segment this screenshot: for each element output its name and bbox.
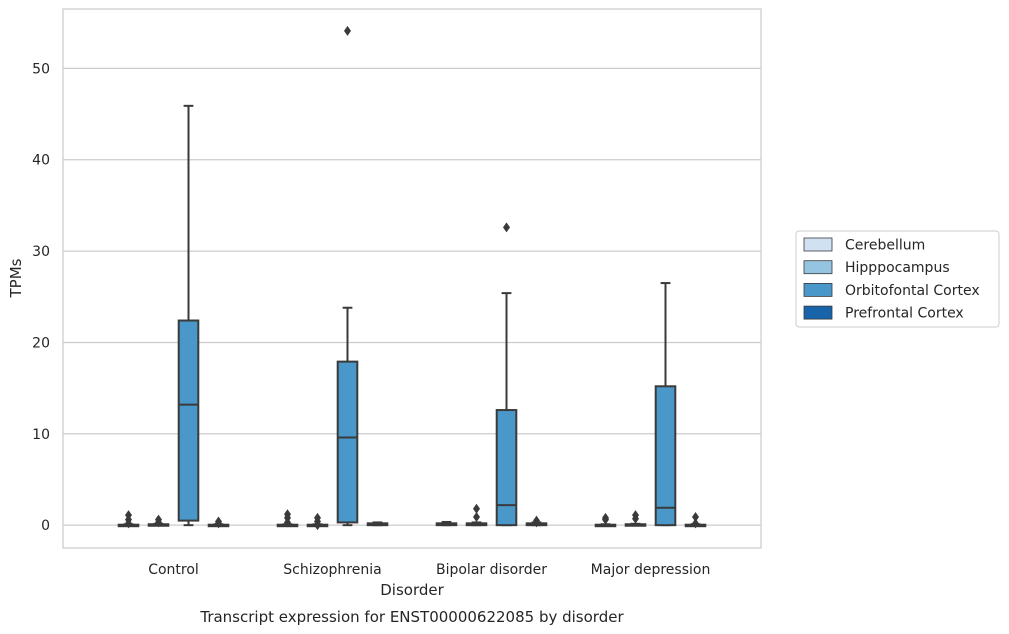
y-tick-label: 20 <box>32 335 50 351</box>
box <box>276 509 299 528</box>
legend-label: Orbitofontal Cortex <box>845 283 980 299</box>
box <box>654 282 677 527</box>
box <box>624 510 647 527</box>
y-tick-labels: 0 10 20 30 40 50 <box>32 61 50 534</box>
outlier-point <box>692 518 699 529</box>
box-body <box>177 319 200 522</box>
box <box>306 512 329 531</box>
series-hipppocampus <box>147 503 647 531</box>
outlier-point <box>314 512 321 523</box>
box-body <box>495 409 518 527</box>
outlier-point <box>692 511 699 522</box>
box <box>207 516 230 529</box>
box <box>435 520 458 527</box>
outlier-point <box>215 516 222 527</box>
box-body <box>654 385 677 527</box>
box <box>495 222 518 527</box>
x-tick-label: Schizophrenia <box>283 562 381 578</box>
y-tick-label: 30 <box>32 244 50 260</box>
legend-swatch <box>803 282 833 297</box>
legend-label: Hipppocampus <box>845 260 950 276</box>
legend-frame <box>795 230 1000 328</box>
outlier-point <box>533 515 540 526</box>
box <box>177 104 200 527</box>
y-tick-label: 0 <box>41 518 50 534</box>
legend-swatch <box>803 305 833 320</box>
outlier-point <box>473 503 480 514</box>
box <box>525 515 548 528</box>
outlier-point <box>602 512 609 523</box>
legend-swatch <box>803 237 833 252</box>
series-orbitofontal-cortex <box>177 25 677 527</box>
chart-caption: Transcript expression for ENST0000062208… <box>199 608 624 626</box>
x-tick-label: Bipolar disorder <box>436 562 547 578</box>
outlier-point <box>284 509 291 520</box>
x-tick-labels: Control Schizophrenia Bipolar disorder Majo… <box>148 562 710 578</box>
box <box>147 514 170 528</box>
x-axis-label: Disorder <box>380 581 444 599</box>
series-cerebellum <box>117 509 617 529</box>
outlier-point <box>632 510 639 521</box>
outlier-point <box>125 510 132 521</box>
outlier-point <box>473 511 480 522</box>
x-tick-label: Major depression <box>591 562 711 578</box>
y-axis-label: TPMs <box>7 258 25 298</box>
box-series <box>117 25 707 531</box>
legend-swatch <box>803 260 833 275</box>
box <box>465 503 488 527</box>
box <box>594 512 617 528</box>
outlier-point <box>503 222 510 233</box>
y-tick-label: 40 <box>32 153 50 169</box>
box <box>684 511 707 529</box>
legend-label: Cerebellum <box>845 238 925 254</box>
y-tick-label: 10 <box>32 427 50 443</box>
y-tick-label: 50 <box>32 61 50 77</box>
legend-label: Prefrontal Cortex <box>845 306 964 322</box>
outlier-point <box>344 25 351 36</box>
legend: Cerebellum Hipppocampus Orbitofontal Corte… <box>795 230 1000 328</box>
box <box>366 521 389 527</box>
box-body <box>336 360 359 524</box>
outlier-point <box>155 514 162 525</box>
x-tick-label: Control <box>148 562 199 578</box>
box <box>336 25 359 527</box>
series-prefrontal-cortex <box>207 511 707 529</box>
box <box>117 510 140 529</box>
